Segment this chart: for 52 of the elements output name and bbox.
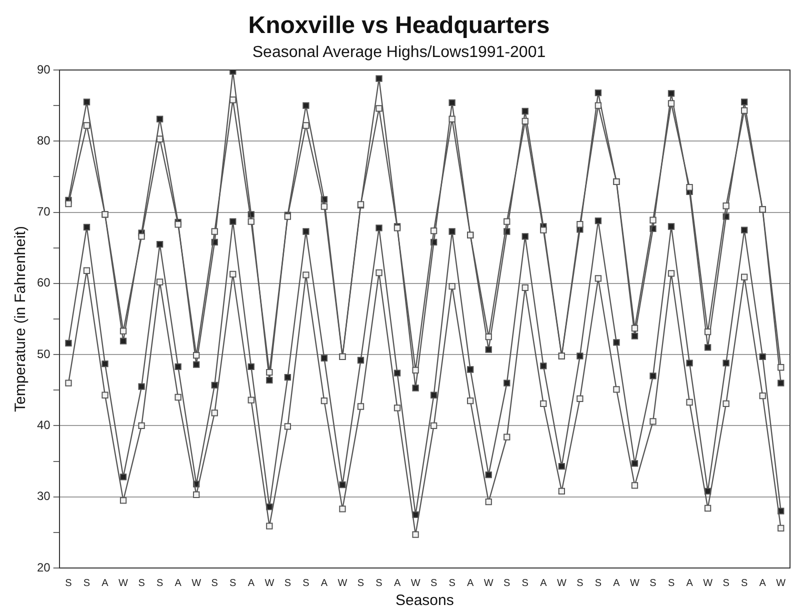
- x-tick-label: A: [394, 578, 401, 589]
- x-tick-label: S: [594, 578, 602, 589]
- x-tick-label: S: [230, 578, 237, 589]
- y-tick-label: 90: [36, 62, 51, 76]
- x-tick-label: S: [430, 578, 438, 589]
- y-tick-label: 70: [36, 204, 51, 219]
- x-tick-label: W: [264, 578, 275, 589]
- y-tick-label: 30: [36, 489, 51, 504]
- x-tick-label: S: [83, 578, 90, 589]
- x-tick-label: S: [302, 578, 310, 589]
- x-axis-title: Seasons: [395, 592, 454, 610]
- x-tick-label: S: [211, 578, 218, 589]
- x-tick-label: W: [630, 578, 640, 589]
- x-tick-label: S: [138, 578, 146, 589]
- y-tick-label: 20: [36, 560, 51, 574]
- x-tick-label: W: [118, 578, 129, 589]
- x-tick-label: S: [650, 578, 657, 589]
- y-tick-label: 50: [36, 346, 51, 361]
- x-tick-label: S: [284, 578, 292, 589]
- y-tick-label: 40: [36, 418, 51, 432]
- x-tick-label: S: [668, 578, 675, 589]
- y-axis-title: Temperature (in Fahrenheit): [12, 226, 30, 412]
- x-tick-label: A: [320, 578, 328, 589]
- x-tick-label: A: [174, 578, 182, 589]
- x-tick-label: W: [556, 578, 567, 589]
- x-tick-label: W: [776, 578, 786, 589]
- x-tick-label: W: [703, 578, 714, 589]
- x-tick-label: S: [448, 578, 456, 589]
- x-tick-label: W: [192, 578, 202, 589]
- x-tick-label: W: [410, 578, 421, 589]
- x-tick-label: S: [65, 578, 72, 589]
- y-tick-label: 60: [36, 276, 51, 290]
- x-tick-label: S: [741, 578, 748, 589]
- chart-subtitle: Seasonal Average Highs/Lows1991-2001: [252, 44, 546, 61]
- x-tick-label: A: [248, 578, 255, 589]
- x-tick-label: S: [156, 578, 164, 589]
- x-tick-label: S: [722, 578, 730, 589]
- x-tick-label: A: [102, 578, 109, 589]
- x-tick-label: S: [522, 578, 529, 589]
- x-tick-label: A: [759, 578, 766, 589]
- x-tick-label: A: [540, 578, 548, 589]
- y-tick-label: 80: [36, 133, 51, 148]
- x-tick-label: S: [376, 578, 383, 589]
- x-tick-label: W: [338, 578, 348, 589]
- x-tick-label: S: [576, 578, 584, 589]
- x-tick-label: A: [613, 578, 620, 589]
- chart-title: Knoxville vs Headquarters: [248, 12, 550, 40]
- x-tick-label: S: [357, 578, 364, 589]
- x-tick-label: A: [686, 578, 694, 589]
- x-tick-label: S: [504, 578, 511, 589]
- x-tick-label: A: [467, 578, 474, 589]
- x-tick-label: W: [484, 578, 494, 589]
